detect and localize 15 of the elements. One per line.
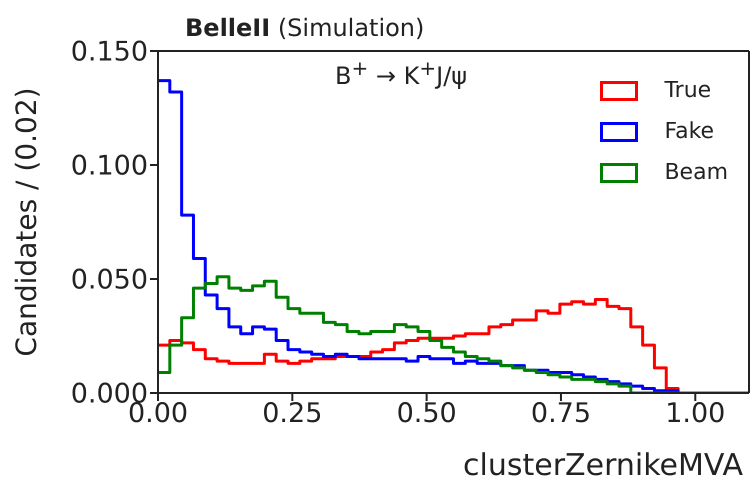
legend-label: Beam: [664, 160, 728, 185]
annotation: B$^{+}$ → K$^{+}$J/ψ: [335, 56, 468, 90]
y-tick-label: 0.150: [70, 36, 148, 68]
x-tick-label: 0.25: [262, 398, 322, 430]
x-tick-label: 0.50: [396, 398, 457, 430]
chart-subtitle: (Simulation): [278, 14, 424, 42]
y-axis-title: Candidates / (0.02): [10, 87, 43, 357]
chart-title: BelleII: [185, 14, 270, 42]
x-axis-title: clusterZernikeMVA: [463, 448, 744, 481]
x-tick-label: 0.75: [530, 398, 592, 430]
y-tick-label: 0.050: [70, 264, 148, 296]
y-tick-label: 0.100: [70, 150, 148, 182]
x-tick-label: 1.00: [665, 398, 726, 430]
legend-label: Fake: [664, 119, 714, 144]
legend-label: True: [664, 78, 712, 103]
